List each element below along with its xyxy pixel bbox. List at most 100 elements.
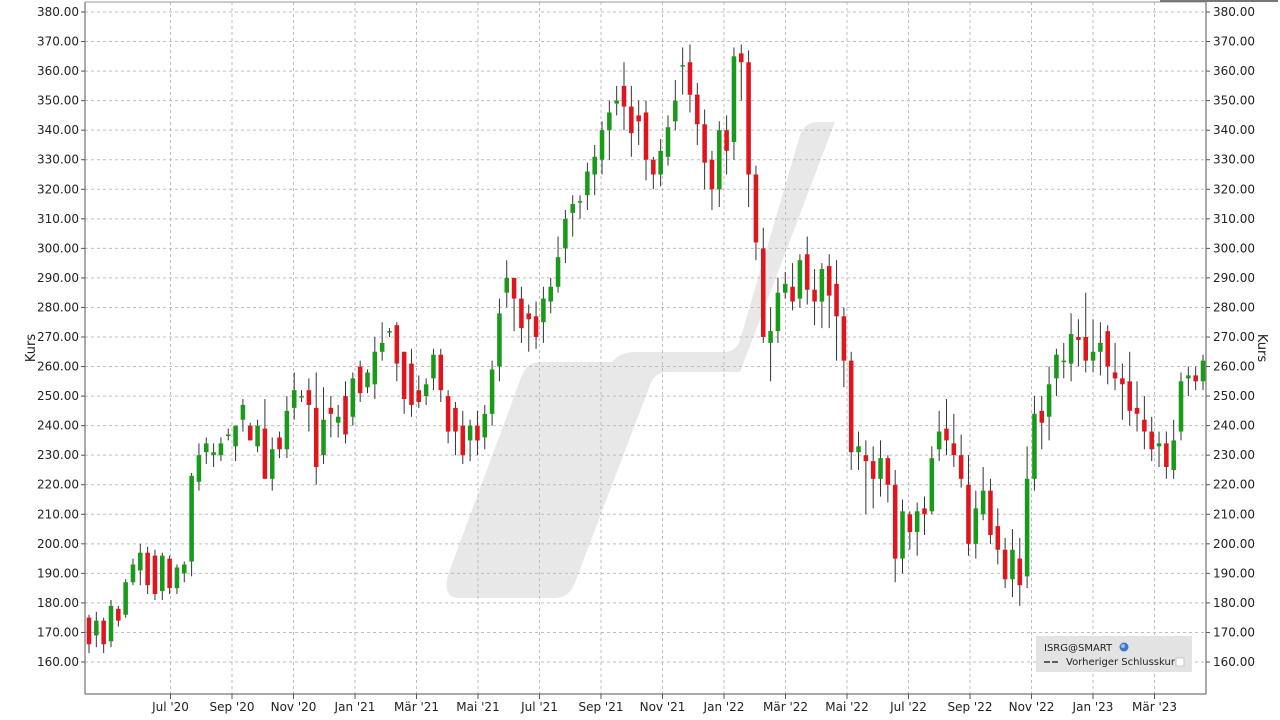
candle — [841, 307, 847, 388]
candle-body — [988, 490, 993, 535]
candle-body — [804, 254, 810, 290]
candle — [225, 428, 231, 441]
x-tick-label: Mär '22 — [763, 700, 808, 714]
candle — [372, 337, 378, 400]
candle — [599, 121, 605, 175]
candle-body — [255, 425, 260, 447]
candle — [819, 263, 825, 329]
candle — [482, 404, 488, 450]
y-tick-label-left: 180.00 — [37, 596, 79, 610]
candle-body — [585, 171, 590, 196]
candle — [988, 478, 993, 544]
candle-body — [123, 582, 128, 615]
candle-body — [94, 620, 99, 636]
y-tick-label-right: 250.00 — [1213, 389, 1255, 403]
legend-checkbox[interactable] — [1175, 657, 1185, 667]
candle-body — [160, 555, 165, 592]
candle — [328, 396, 334, 438]
y-axis-right: 160.00 170.00 180.00 190.00 200.00 210.00 220.… — [1206, 5, 1255, 669]
candle — [431, 348, 436, 391]
candle — [445, 390, 451, 444]
candle-body — [1120, 378, 1125, 385]
candle — [1090, 319, 1096, 373]
candle-body — [533, 316, 539, 337]
candle — [233, 425, 238, 462]
candle-body — [1068, 334, 1074, 364]
x-tick-label: Nov '22 — [1009, 700, 1055, 714]
candle-body — [1186, 375, 1191, 379]
y-tick-label-right: 190.00 — [1213, 566, 1255, 580]
candle — [423, 378, 429, 405]
candle — [497, 298, 502, 382]
candle-body — [1076, 337, 1081, 340]
candle-body — [834, 283, 839, 317]
globe-icon[interactable] — [1119, 642, 1129, 652]
candle — [475, 410, 480, 456]
candle-body — [423, 384, 429, 397]
candle-body — [1164, 443, 1169, 467]
candle — [812, 269, 817, 326]
x-tick-label: Mär '21 — [394, 700, 439, 714]
candle-body — [306, 390, 312, 405]
legend-box — [1036, 636, 1192, 672]
candle-body — [643, 112, 649, 160]
candle — [1178, 372, 1184, 441]
candle-body — [1083, 337, 1089, 361]
candle — [1061, 342, 1067, 379]
grid-lines — [85, 2, 1206, 694]
candle-body — [343, 396, 348, 435]
candle — [826, 254, 832, 329]
x-tick-label: Mai '22 — [825, 700, 868, 714]
candle-body — [1127, 381, 1132, 411]
candle-body — [739, 53, 744, 63]
candle-body — [1017, 558, 1023, 586]
candle — [1193, 366, 1198, 391]
y-tick-label-left: 210.00 — [37, 507, 79, 521]
candle — [182, 561, 187, 583]
candle-body — [387, 331, 392, 333]
candle-body — [768, 331, 773, 343]
candle — [1068, 313, 1074, 382]
candle-body — [966, 484, 971, 544]
candle — [174, 564, 180, 595]
candle-body — [262, 428, 268, 479]
candle-body — [416, 390, 422, 402]
candle-body — [599, 130, 605, 160]
candle — [907, 511, 913, 550]
candle-body — [885, 458, 891, 485]
candle — [944, 399, 949, 456]
candle — [277, 431, 282, 459]
y-tick-label-left: 220.00 — [37, 478, 79, 492]
candle — [951, 413, 957, 467]
candle-body — [211, 452, 216, 456]
candle-body — [519, 298, 524, 329]
candle-body — [614, 100, 619, 104]
y-tick-label-left: 360.00 — [37, 64, 79, 78]
candle-body — [328, 407, 334, 414]
candle-body — [848, 360, 854, 453]
candle — [1032, 396, 1037, 491]
y-tick-label-left: 300.00 — [37, 241, 79, 255]
candle-body — [548, 286, 553, 302]
candle-body — [863, 455, 869, 462]
candle — [929, 446, 935, 515]
candle — [753, 165, 759, 261]
candle-body — [826, 266, 832, 296]
candle — [746, 50, 751, 207]
y-tick-label-right: 300.00 — [1213, 241, 1255, 255]
candle-body — [856, 446, 861, 453]
candle-body — [445, 396, 451, 432]
candle-body — [101, 620, 106, 645]
candle-body — [665, 127, 671, 157]
candle — [189, 472, 194, 577]
candle-body — [1054, 354, 1059, 379]
candle — [541, 286, 546, 343]
candle-body — [269, 449, 275, 479]
candle — [211, 443, 216, 467]
candle — [804, 236, 810, 305]
candle — [1098, 322, 1103, 376]
candle-body — [1002, 549, 1008, 580]
candle — [936, 410, 942, 462]
y-tick-label-right: 350.00 — [1213, 94, 1255, 108]
